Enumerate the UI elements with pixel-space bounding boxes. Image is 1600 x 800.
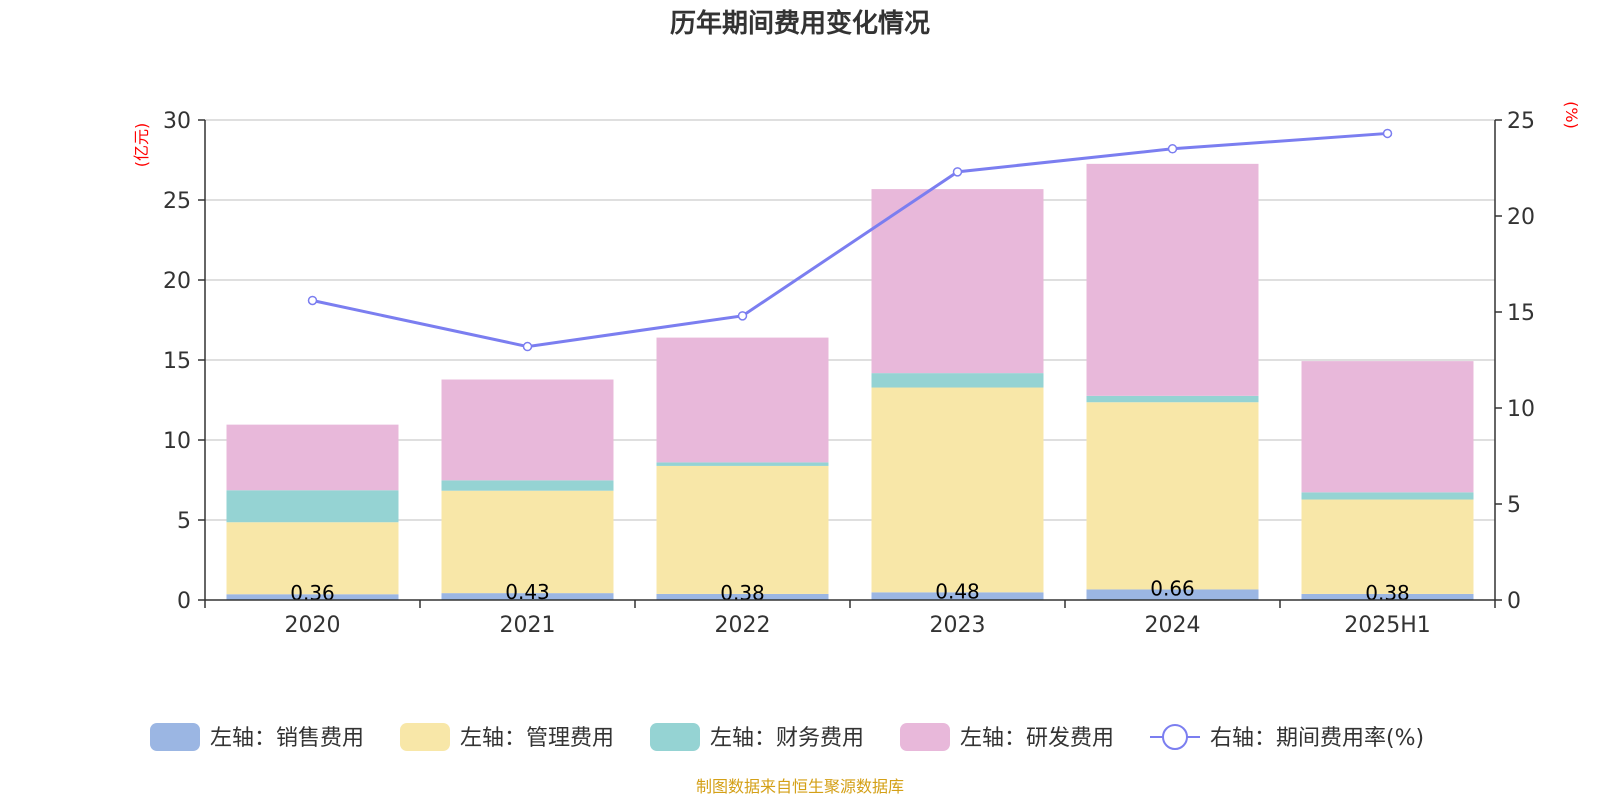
legend-line-marker xyxy=(1162,724,1188,750)
bar-segment xyxy=(226,522,399,595)
legend-item-label: 左轴：财务费用 xyxy=(710,726,864,751)
bar-segment xyxy=(441,379,614,481)
bar-segment xyxy=(1086,589,1259,600)
bar-segment xyxy=(656,593,829,600)
legend-swatch xyxy=(650,723,700,751)
x-tick-label: 2025H1 xyxy=(1344,613,1431,638)
bar-segment xyxy=(871,373,1044,388)
rate-point xyxy=(1167,144,1178,154)
bar-segment xyxy=(226,594,399,600)
bar-segment xyxy=(871,189,1044,374)
left-tick-label: 10 xyxy=(163,429,191,454)
rate-line xyxy=(312,131,1388,349)
bar-segment xyxy=(656,462,829,466)
left-tick-label: 25 xyxy=(163,189,191,214)
legend: 左轴：销售费用 左轴：管理费用 左轴：财务费用 左轴：研发费用 右轴：期间费用率(%) xyxy=(150,723,1424,751)
x-tick-label: 2022 xyxy=(715,613,771,638)
rate-point xyxy=(1382,128,1393,139)
x-tick-label: 2021 xyxy=(500,613,556,638)
left-tick-label: 5 xyxy=(177,509,191,534)
left-axis-unit: (亿元) xyxy=(132,123,151,168)
rate-point xyxy=(952,167,963,177)
bar-segment xyxy=(871,387,1044,593)
bar-segment xyxy=(1301,593,1474,600)
bar-segment xyxy=(1301,492,1474,500)
x-tick-label: 2023 xyxy=(930,613,986,638)
rate-point xyxy=(307,295,318,306)
right-tick-label: 15 xyxy=(1507,301,1535,326)
left-tick-label: 30 xyxy=(163,109,191,134)
rate-point xyxy=(522,341,533,352)
bar-segment xyxy=(1086,402,1259,590)
bars-group: 0.36 0.43 0.38 0.48 0.66 0.38 xyxy=(226,163,1474,605)
legend-item-label: 左轴：销售费用 xyxy=(210,726,364,751)
right-tick-label: 20 xyxy=(1507,205,1535,230)
grid-lines xyxy=(205,119,1495,521)
legend-swatch xyxy=(900,723,950,751)
right-axis-unit: (%) xyxy=(1562,101,1581,129)
legend-item-label: 左轴：管理费用 xyxy=(460,726,614,751)
right-tick-label: 0 xyxy=(1507,589,1521,614)
x-tick-label: 2024 xyxy=(1145,613,1201,638)
bar-segment xyxy=(656,337,829,463)
bar-segment xyxy=(1301,499,1474,594)
left-tick-label: 15 xyxy=(163,349,191,374)
legend-item-label: 右轴：期间费用率(%) xyxy=(1210,726,1424,751)
bar-segment xyxy=(441,593,614,600)
data-source: 制图数据来自恒生聚源数据库 xyxy=(696,777,904,796)
right-tick-label: 5 xyxy=(1507,493,1521,518)
bar-data-label: 0.66 xyxy=(1150,576,1195,600)
left-tick-label: 0 xyxy=(177,589,191,614)
bar-segment xyxy=(1301,361,1474,493)
chart-title: 历年期间费用变化情况 xyxy=(670,8,930,39)
bar-segment xyxy=(441,480,614,491)
bar-data-label: 0.38 xyxy=(1365,581,1410,605)
axes-group: 0 5 10 15 20 25 30 0 5 10 15 20 25 2020 2021 2022 2023 20… xyxy=(163,109,1535,638)
bar-data-label: 0.38 xyxy=(720,581,765,605)
rate-point xyxy=(737,311,748,321)
bar-segment xyxy=(656,465,829,594)
legend-swatch xyxy=(150,723,200,751)
bar-segment xyxy=(1086,395,1259,403)
right-tick-label: 25 xyxy=(1507,109,1535,134)
bar-data-label: 0.36 xyxy=(290,581,335,605)
bar-segment xyxy=(226,424,399,491)
bar-segment xyxy=(871,592,1044,600)
bar-segment xyxy=(1086,163,1259,396)
rate-line-group xyxy=(307,128,1393,352)
legend-item-label: 左轴：研发费用 xyxy=(960,726,1114,751)
right-tick-label: 10 xyxy=(1507,397,1535,422)
x-tick-label: 2020 xyxy=(285,613,341,638)
bar-segment xyxy=(441,490,614,594)
left-tick-label: 20 xyxy=(163,269,191,294)
legend-swatch xyxy=(400,723,450,751)
bar-segment xyxy=(226,490,399,523)
